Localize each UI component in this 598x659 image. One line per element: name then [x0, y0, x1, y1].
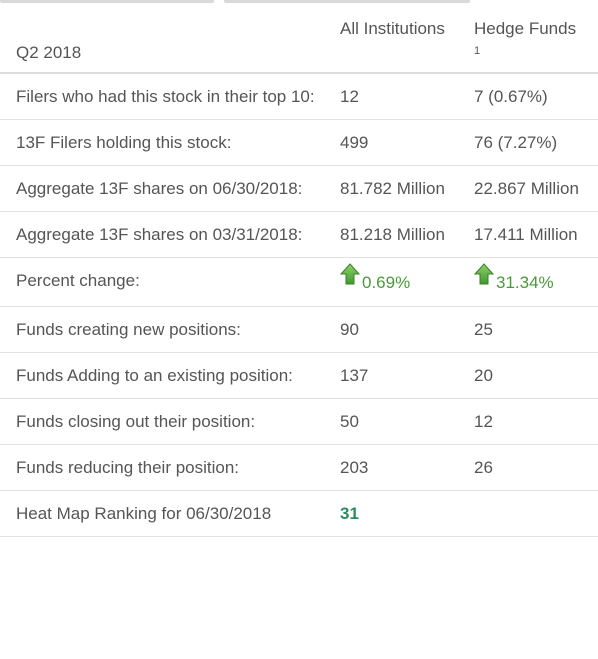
all-institutions-label: All Institutions	[340, 19, 445, 38]
table-row: Aggregate 13F shares on 06/30/2018: 81.7…	[0, 165, 598, 212]
row-label: Funds closing out their position:	[0, 398, 330, 445]
all-institutions-value: 0.69%	[330, 257, 464, 307]
all-institutions-value: 50	[330, 398, 464, 445]
row-label: Funds Adding to an existing position:	[0, 352, 330, 399]
hedge-funds-value: 31.34%	[464, 257, 598, 307]
row-label: Filers who had this stock in their top 1…	[0, 73, 330, 120]
table-row: Funds Adding to an existing position: 13…	[0, 352, 598, 399]
table-row: Percent change: 0.69%	[0, 257, 598, 307]
up-arrow-icon	[340, 263, 360, 285]
hedge-funds-header: Hedge Funds 1	[464, 9, 598, 74]
heat-map-rank-cell: 31	[330, 490, 464, 537]
table-row: Filers who had this stock in their top 1…	[0, 73, 598, 120]
hedge-funds-value: 7 (0.67%)	[464, 73, 598, 120]
hedge-funds-label: Hedge Funds	[474, 19, 577, 38]
percent-change-all-value: 0.69%	[362, 273, 411, 292]
table-header-row: Q2 2018 All Institutions Hedge Funds 1	[0, 9, 598, 74]
all-institutions-value: 81.218 Million	[330, 211, 464, 258]
all-institutions-value: 203	[330, 444, 464, 491]
all-institutions-value: 90	[330, 306, 464, 353]
top-tabs	[0, 0, 598, 6]
hedge-funds-value-empty	[464, 490, 598, 537]
institutional-holdings-table: Q2 2018 All Institutions Hedge Funds 1 Fi…	[0, 9, 598, 537]
hedge-funds-value: 76 (7.27%)	[464, 119, 598, 166]
up-arrow-icon	[474, 263, 494, 285]
row-label: Aggregate 13F shares on 03/31/2018:	[0, 211, 330, 258]
tab-stub[interactable]	[0, 0, 214, 3]
table-row: 13F Filers holding this stock: 499 76 (7…	[0, 119, 598, 166]
hedge-funds-value: 26	[464, 444, 598, 491]
all-institutions-value: 499	[330, 119, 464, 166]
percent-change-all: 0.69%	[340, 263, 411, 296]
tab-stub[interactable]	[224, 0, 470, 3]
table-row: Funds reducing their position: 203 26	[0, 444, 598, 491]
heat-map-rank-link[interactable]: 31	[340, 504, 359, 523]
all-institutions-value: 12	[330, 73, 464, 120]
hedge-funds-value: 25	[464, 306, 598, 353]
row-label: Aggregate 13F shares on 06/30/2018:	[0, 165, 330, 212]
all-institutions-value: 137	[330, 352, 464, 399]
all-institutions-value: 81.782 Million	[330, 165, 464, 212]
table-row: Funds closing out their position: 50 12	[0, 398, 598, 445]
hedge-funds-value: 17.411 Million	[464, 211, 598, 258]
period-header: Q2 2018	[0, 9, 330, 74]
all-institutions-header: All Institutions	[330, 9, 464, 74]
table-row: Aggregate 13F shares on 03/31/2018: 81.2…	[0, 211, 598, 258]
hedge-funds-value: 22.867 Million	[464, 165, 598, 212]
row-label: Percent change:	[0, 257, 330, 307]
hedge-funds-value: 20	[464, 352, 598, 399]
row-label: Funds reducing their position:	[0, 444, 330, 491]
percent-change-hedge-value: 31.34%	[496, 273, 554, 292]
table-row: Heat Map Ranking for 06/30/2018 31	[0, 490, 598, 537]
row-label: 13F Filers holding this stock:	[0, 119, 330, 166]
row-label: Funds creating new positions:	[0, 306, 330, 353]
hedge-funds-footnote: 1	[474, 45, 481, 57]
percent-change-hedge: 31.34%	[474, 263, 554, 296]
table-row: Funds creating new positions: 90 25	[0, 306, 598, 353]
hedge-funds-value: 12	[464, 398, 598, 445]
row-label: Heat Map Ranking for 06/30/2018	[0, 490, 330, 537]
